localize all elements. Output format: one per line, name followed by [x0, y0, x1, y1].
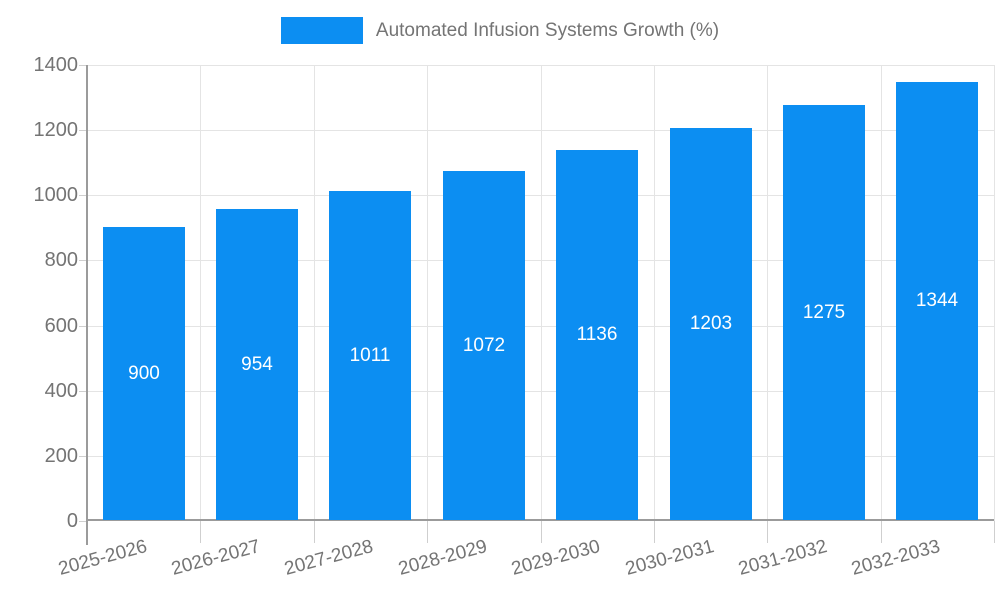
bar[interactable]: 1344 — [896, 82, 978, 520]
x-axis-tick — [654, 521, 655, 543]
bar-value-label: 1203 — [689, 313, 733, 334]
v-gridline — [767, 65, 768, 521]
v-gridline — [541, 65, 542, 521]
v-gridline — [994, 65, 995, 521]
x-axis-tick — [994, 521, 995, 543]
bar[interactable]: 1203 — [670, 128, 752, 520]
bar-value-label: 1136 — [576, 324, 618, 345]
bar[interactable]: 1136 — [556, 150, 638, 520]
x-axis-line — [87, 519, 994, 521]
bar[interactable]: 954 — [216, 209, 298, 520]
x-axis-tick — [767, 521, 768, 543]
y-axis-tick — [79, 65, 87, 66]
legend-swatch — [280, 17, 363, 44]
bar[interactable]: 1011 — [329, 191, 411, 520]
bar[interactable]: 1072 — [443, 171, 525, 520]
y-axis-tick — [79, 521, 87, 522]
bar[interactable]: 900 — [103, 227, 185, 520]
y-axis-tick — [79, 130, 87, 131]
y-tick-label: 1000 — [33, 184, 79, 206]
y-tick-label: 800 — [44, 249, 78, 271]
y-tick-label: 600 — [44, 315, 78, 337]
bar-value-label: 954 — [241, 353, 273, 375]
h-gridline — [87, 391, 994, 392]
chart-legend: Automated Infusion Systems Growth (%) — [0, 17, 1000, 44]
h-gridline — [87, 130, 994, 131]
y-tick-label: 400 — [44, 380, 78, 402]
legend-label: Automated Infusion Systems Growth (%) — [375, 19, 720, 41]
bar-value-label: 1011 — [349, 344, 391, 366]
bar-value-label: 1275 — [802, 301, 846, 323]
y-tick-label: 0 — [66, 510, 78, 532]
bar-value-label: 900 — [128, 362, 160, 384]
plot-area: 0 200 400 600 800 1000 1200 1400 900 954 1011 1072 1… — [34, 55, 995, 580]
y-tick-label: 1400 — [33, 54, 79, 76]
h-gridline — [87, 65, 994, 66]
bar-value-label: 1072 — [462, 334, 506, 356]
x-axis-tick — [881, 521, 882, 543]
y-axis-tick — [79, 391, 87, 392]
x-axis-tick — [541, 521, 542, 543]
x-axis-tick — [200, 521, 201, 543]
y-axis-tick — [79, 456, 87, 457]
h-gridline — [87, 195, 994, 196]
y-tick-label: 200 — [44, 445, 78, 467]
h-gridline — [87, 326, 994, 327]
x-axis-tick — [314, 521, 315, 543]
y-axis-line — [86, 65, 88, 545]
y-tick-label: 1200 — [33, 119, 79, 141]
h-gridline — [87, 260, 994, 261]
y-axis-tick — [79, 195, 87, 196]
v-gridline — [314, 65, 315, 521]
v-gridline — [881, 65, 882, 521]
bar-value-label: 1344 — [915, 290, 959, 311]
y-axis-tick — [79, 326, 87, 327]
v-gridline — [200, 65, 201, 521]
x-axis-tick — [427, 521, 428, 543]
bar[interactable]: 1275 — [783, 105, 865, 520]
h-gridline — [87, 456, 994, 457]
y-axis-tick — [79, 260, 87, 261]
v-gridline — [427, 65, 428, 521]
v-gridline — [654, 65, 655, 521]
